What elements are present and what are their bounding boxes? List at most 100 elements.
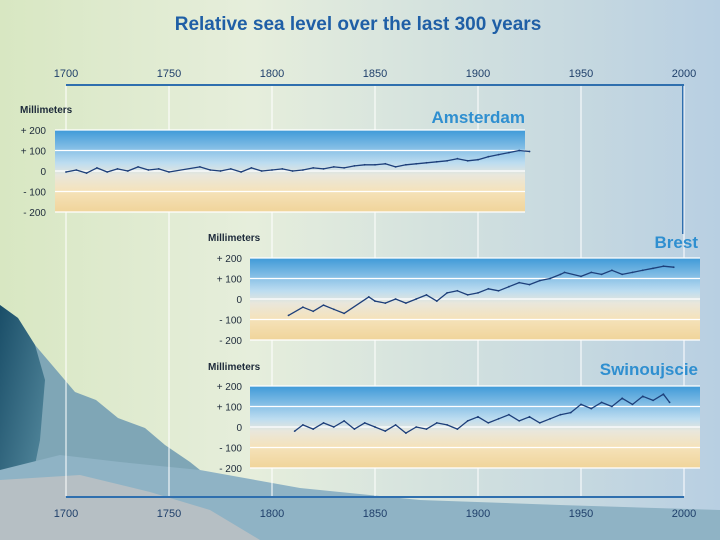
series-line-swinoujscie xyxy=(294,393,671,434)
data-point xyxy=(65,171,67,173)
top-x-tick-labels: 1700 1750 1800 1850 1900 1950 2000 xyxy=(54,68,696,80)
data-point xyxy=(621,273,624,276)
data-point xyxy=(477,292,479,294)
data-point xyxy=(446,292,448,294)
data-point xyxy=(487,422,490,424)
y-tick-label: + 200 xyxy=(217,254,243,265)
y-tick-label: + 200 xyxy=(21,126,47,137)
data-point xyxy=(219,170,222,172)
data-point xyxy=(652,267,654,270)
data-point xyxy=(322,304,325,306)
y-axis-label: Millimeters xyxy=(208,233,261,244)
data-point xyxy=(487,287,490,290)
bottom-x-tick-labels: 1700 1750 1800 1850 1900 1950 2000 xyxy=(54,508,696,520)
data-point xyxy=(281,168,284,170)
data-point xyxy=(75,169,78,171)
data-point xyxy=(518,281,521,284)
station-label: Amsterdam xyxy=(431,108,525,127)
data-point xyxy=(456,289,459,292)
data-point xyxy=(466,294,469,296)
x-tick-bottom: 1750 xyxy=(157,508,181,520)
data-point xyxy=(271,169,273,171)
x-tick-bottom: 1950 xyxy=(569,508,593,520)
y-tick-label: 0 xyxy=(236,423,242,434)
data-point xyxy=(549,417,551,420)
data-point xyxy=(580,403,582,406)
y-tick-label: + 200 xyxy=(217,382,243,393)
data-point xyxy=(497,417,500,420)
y-tick-label: - 200 xyxy=(219,464,242,475)
data-point xyxy=(394,166,397,168)
data-point xyxy=(384,302,387,304)
x-tick-top: 1950 xyxy=(569,68,593,80)
data-point xyxy=(652,399,654,402)
data-point xyxy=(508,285,510,288)
data-point xyxy=(446,159,448,162)
data-point xyxy=(322,168,325,170)
data-point xyxy=(302,169,304,171)
y-tick-label: + 100 xyxy=(217,403,243,414)
data-point xyxy=(631,271,634,274)
data-point xyxy=(580,275,582,278)
data-point xyxy=(425,428,428,430)
data-point xyxy=(312,310,315,313)
x-tick-bottom: 1900 xyxy=(466,508,490,520)
data-point xyxy=(672,266,675,269)
data-point xyxy=(302,306,304,309)
y-tick-label: - 200 xyxy=(219,336,242,347)
x-tick-bottom: 1700 xyxy=(54,508,78,520)
data-point xyxy=(528,283,531,286)
data-point xyxy=(322,422,325,424)
data-point xyxy=(85,172,88,175)
data-point xyxy=(528,150,531,153)
data-point xyxy=(559,273,562,276)
data-point xyxy=(497,153,500,156)
data-point xyxy=(415,298,418,300)
y-tick-label: - 200 xyxy=(23,208,46,219)
data-point xyxy=(466,159,469,162)
x-tick-bottom: 1800 xyxy=(260,508,284,520)
x-tick-top: 1900 xyxy=(466,68,490,80)
data-point xyxy=(199,166,201,168)
data-point xyxy=(538,422,541,424)
panel-swinoujscie: + 200 + 100 0 - 100 - 200 Millimeters Swinoujs… xyxy=(208,360,700,475)
data-point xyxy=(549,277,551,280)
data-point xyxy=(312,167,315,169)
data-point xyxy=(641,395,644,398)
data-point xyxy=(487,155,490,158)
data-point xyxy=(394,424,397,426)
y-tick-label: - 100 xyxy=(219,316,242,327)
y-tick-label: - 100 xyxy=(219,444,242,455)
data-point xyxy=(363,422,366,424)
y-axis-label: Millimeters xyxy=(20,105,73,116)
data-point xyxy=(353,165,356,167)
top-axis-line xyxy=(66,84,684,86)
panel-brest: + 200 + 100 0 - 100 - 200 Millimeters Brest xyxy=(208,233,700,347)
data-point xyxy=(508,413,510,416)
data-point xyxy=(477,415,479,418)
data-point xyxy=(662,265,665,268)
data-point xyxy=(312,428,315,430)
station-label: Brest xyxy=(655,233,699,252)
data-point xyxy=(590,407,593,410)
data-point xyxy=(435,300,438,302)
data-point xyxy=(260,170,263,172)
data-point xyxy=(477,158,479,161)
data-point xyxy=(415,426,418,428)
y-tick-label: 0 xyxy=(236,295,242,306)
data-point xyxy=(528,415,531,418)
x-tick-top: 1750 xyxy=(157,68,181,80)
data-point xyxy=(631,403,634,406)
data-point xyxy=(147,169,150,171)
data-point xyxy=(229,168,232,170)
data-point xyxy=(332,426,335,428)
data-point xyxy=(563,271,566,274)
data-point xyxy=(291,170,294,172)
x-tick-top: 1700 xyxy=(54,68,78,80)
panel-amsterdam: + 200 + 100 0 - 100 - 200 Millimeters Amsterda… xyxy=(20,105,531,219)
y-tick-label: 0 xyxy=(40,167,46,178)
data-point xyxy=(106,171,109,173)
data-point xyxy=(343,312,345,315)
